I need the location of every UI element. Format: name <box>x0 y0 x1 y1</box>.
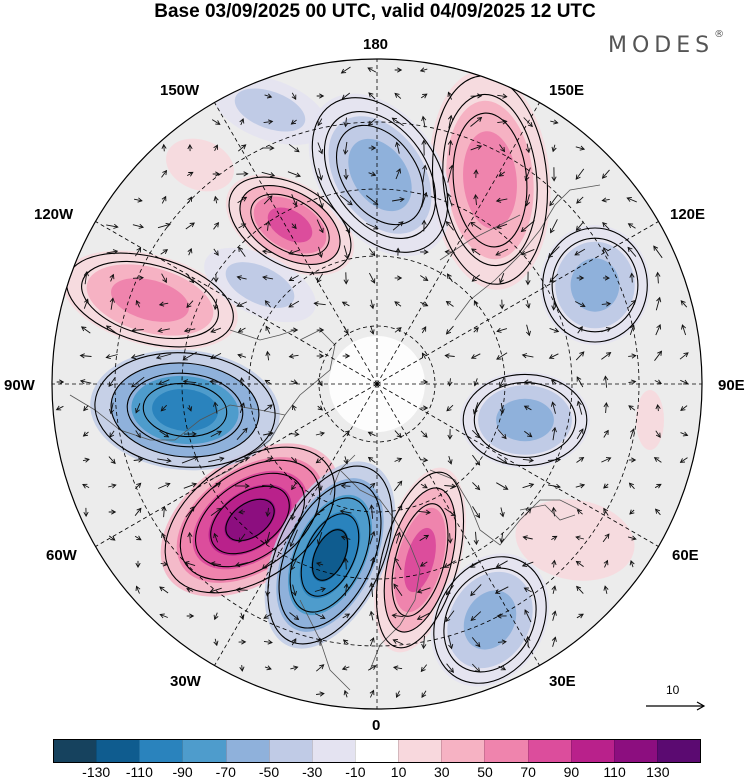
colorbar-tick-label: 30 <box>434 764 450 780</box>
lon-label-60e: 60E <box>672 548 699 564</box>
lon-label-150e: 150E <box>549 83 584 99</box>
lon-label-120e: 120E <box>670 207 705 223</box>
colorbar-swatch <box>528 740 571 762</box>
colorbar-swatch <box>614 740 657 762</box>
lon-label-120w: 120W <box>34 207 73 223</box>
colorbar-swatch <box>139 740 182 762</box>
colorbar-tick-label: 50 <box>477 764 493 780</box>
anomaly-shading <box>571 258 620 311</box>
colorbar-swatch <box>571 740 614 762</box>
anomaly-shading <box>636 390 664 450</box>
lon-label-90e: 90E <box>718 378 745 394</box>
colorbar-tick-label: -90 <box>172 764 192 780</box>
colorbar-swatch <box>226 740 269 762</box>
colorbar-tick-label: 130 <box>646 764 669 780</box>
colorbar <box>53 739 701 763</box>
lon-label-180: 180 <box>363 37 388 53</box>
colorbar-tick-label: 110 <box>603 764 625 780</box>
colorbar-swatch <box>182 740 225 762</box>
colorbar-swatch <box>54 740 96 762</box>
registered-mark: ® <box>714 29 724 40</box>
map-title: Base 03/09/2025 00 UTC, valid 04/09/2025… <box>0 0 750 24</box>
colorbar-swatch <box>441 740 484 762</box>
colorbar-labels: -130 -110 -90 -70 -50 -30 -10 10 30 50 70 90 110 130 <box>0 764 750 784</box>
colorbar-tick-label: -70 <box>216 764 236 780</box>
brand-text: MODES <box>608 33 714 58</box>
colorbar-tick-label: -10 <box>345 764 365 780</box>
graticule <box>47 54 707 714</box>
lon-label-30e: 30E <box>549 674 576 690</box>
colorbar-swatch <box>96 740 139 762</box>
colorbar-tick-label: -110 <box>126 764 153 780</box>
reference-vector-arrow <box>644 682 708 712</box>
brand-logo: MODES® <box>608 33 724 58</box>
colorbar-tick-label: -30 <box>302 764 322 780</box>
colorbar-swatch <box>398 740 441 762</box>
colorbar-tick-label: -50 <box>259 764 279 780</box>
colorbar-tick-label: 10 <box>391 764 407 780</box>
colorbar-tick-label: 70 <box>520 764 536 780</box>
colorbar-tick-label: -130 <box>82 764 110 780</box>
lon-label-90w: 90W <box>4 378 35 394</box>
lon-label-60w: 60W <box>46 548 77 564</box>
wind-vector <box>236 590 247 591</box>
colorbar-swatch <box>312 740 355 762</box>
colorbar-tick-label: 90 <box>564 764 580 780</box>
lon-label-150w: 150W <box>160 83 199 99</box>
lon-label-0: 0 <box>372 718 380 734</box>
colorbar-swatch <box>355 740 398 762</box>
colorbar-swatch <box>484 740 527 762</box>
colorbar-swatch <box>657 740 700 762</box>
colorbar-swatch <box>269 740 312 762</box>
lon-label-30w: 30W <box>170 674 201 690</box>
